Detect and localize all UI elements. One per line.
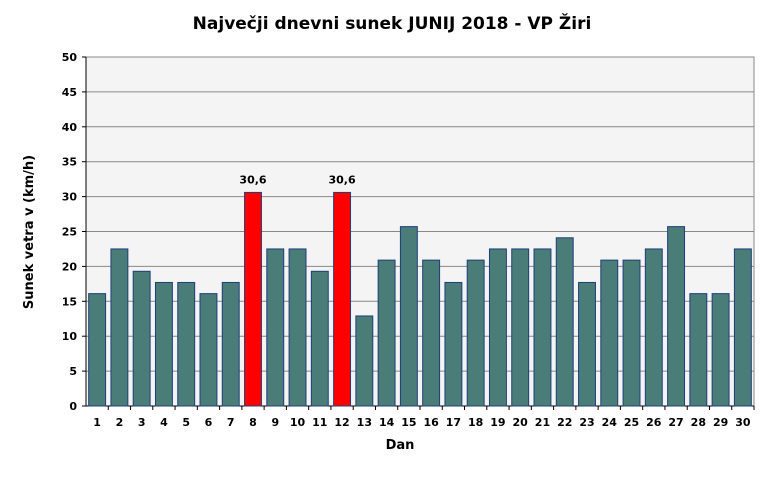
y-tick-label: 25	[62, 226, 77, 239]
bar-day-9	[266, 248, 285, 407]
y-tick-label: 5	[69, 365, 77, 378]
x-tick-label: 24	[602, 416, 618, 429]
bar-day-24	[600, 259, 619, 407]
chart-title: Največji dnevni sunek JUNIJ 2018 - VP Ži…	[193, 12, 592, 34]
x-tick-label: 16	[423, 416, 439, 429]
bar-day-26	[644, 248, 663, 407]
y-tick-label: 50	[62, 51, 78, 64]
x-tick-label: 25	[624, 416, 639, 429]
x-tick-label: 3	[138, 416, 146, 429]
bar-day-16	[422, 259, 441, 407]
bar-day-17	[444, 281, 463, 407]
bar-day-20	[511, 248, 530, 407]
bar-day-12	[333, 191, 352, 407]
y-tick-label: 40	[62, 121, 78, 134]
x-tick-label: 26	[646, 416, 662, 429]
x-tick-label: 15	[401, 416, 416, 429]
x-tick-label: 7	[227, 416, 235, 429]
x-tick-label: 12	[334, 416, 349, 429]
y-axis-label: Sunek vetra v (km/h)	[22, 155, 37, 309]
bar-day-5	[177, 281, 196, 407]
y-tick-label: 20	[62, 260, 78, 273]
data-label: 30,6	[239, 173, 266, 186]
y-tick-label: 15	[62, 295, 77, 308]
x-tick-label: 10	[290, 416, 306, 429]
x-tick-label: 29	[713, 416, 728, 429]
x-tick-label: 2	[116, 416, 124, 429]
x-tick-label: 1	[93, 416, 101, 429]
x-tick-label: 30	[735, 416, 751, 429]
bar-day-25	[622, 259, 641, 407]
bar-day-27	[667, 226, 686, 407]
y-tick-label: 45	[62, 86, 77, 99]
bar-day-8	[244, 191, 262, 407]
bar-day-7	[221, 281, 240, 407]
x-tick-label: 20	[513, 416, 529, 429]
y-tick-label: 0	[69, 400, 77, 413]
bar-day-15	[399, 226, 418, 407]
bar-day-28	[689, 293, 708, 407]
bar-day-30	[733, 248, 752, 407]
bar-day-21	[533, 248, 552, 407]
x-tick-label: 23	[579, 416, 594, 429]
x-tick-label: 21	[535, 416, 550, 429]
x-tick-label: 8	[249, 416, 257, 429]
x-tick-label: 28	[691, 416, 706, 429]
bar-day-1	[88, 293, 107, 407]
bar-day-18	[466, 259, 485, 407]
x-tick-label: 19	[490, 416, 505, 429]
x-tick-label: 9	[271, 416, 279, 429]
bar-day-6	[199, 293, 218, 407]
bar-day-14	[377, 259, 396, 407]
x-axis-label: Dan	[386, 438, 415, 453]
bar-day-19	[488, 248, 507, 407]
x-tick-label: 22	[557, 416, 572, 429]
bar-day-11	[310, 270, 329, 407]
x-tick-label: 17	[446, 416, 461, 429]
bar-day-2	[110, 248, 129, 407]
y-tick-label: 10	[62, 330, 78, 343]
bar-day-23	[578, 281, 596, 407]
x-tick-label: 5	[182, 416, 190, 429]
x-tick-label: 13	[357, 416, 372, 429]
x-tick-label: 6	[205, 416, 213, 429]
bar-day-4	[154, 281, 173, 407]
y-tick-label: 35	[62, 156, 77, 169]
x-tick-label: 4	[160, 416, 168, 429]
bar-day-3	[132, 270, 151, 407]
x-tick-label: 11	[312, 416, 327, 429]
data-label: 30,6	[328, 173, 355, 186]
bar-day-22	[555, 237, 574, 407]
x-tick-label: 27	[668, 416, 683, 429]
bar-day-29	[711, 293, 730, 407]
bar-day-10	[288, 248, 307, 407]
bar-day-13	[355, 315, 374, 407]
y-tick-label: 30	[62, 191, 78, 204]
x-tick-label: 18	[468, 416, 483, 429]
x-tick-label: 14	[379, 416, 395, 429]
